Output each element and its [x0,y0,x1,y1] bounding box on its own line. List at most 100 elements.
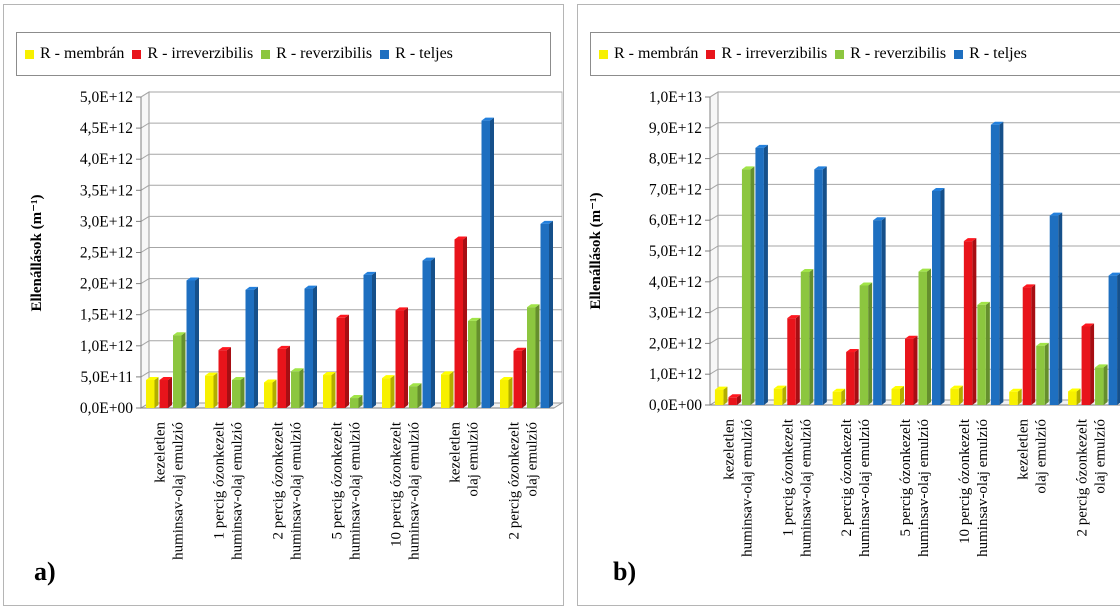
legend-label: R - irreverzibilis [721,45,828,62]
bar-side [1076,388,1081,405]
bar-front [527,307,536,408]
bar-membran [382,375,395,408]
bar-front [277,348,286,408]
bar-teljes [873,217,886,405]
legend-swatch-icon [954,49,964,59]
bar-side [286,345,290,408]
gridline [140,153,562,160]
bar-front [1095,367,1104,405]
bar-front [963,241,973,405]
x-category-label: 2 percig ózonkezelt huminsav-olaj emulzió [839,418,873,557]
bar-top [1095,364,1108,368]
bar-front [205,375,214,408]
bar-side [958,385,963,405]
bar-side [985,301,990,405]
y-tick-label: 0,0E+00 [80,400,133,417]
bar-membran [500,377,513,408]
bar-front [350,398,359,408]
y-tick-label: 5,0E+12 [649,243,702,260]
bar-front [728,397,737,405]
x-category-line: huminsav-olaj emulzió [407,422,423,560]
bar-irreverzibilis [395,307,408,408]
bar-top [513,347,526,351]
y-tick-label: 5,0E+11 [80,369,133,386]
bar-membran [950,385,963,405]
bar-reverzibilis [232,377,245,408]
bar-front [1049,215,1059,405]
y-tick-label: 0,0E+00 [649,397,702,414]
bar-top [1036,342,1049,346]
bar-teljes [1049,212,1063,405]
x-category-label: kezeletlen olaj emulzió [1016,419,1050,494]
bar-side [404,307,408,408]
bar-side [881,217,886,405]
chart-panel-a: R - membrán R - irreverzibilis R - reverzi… [3,4,564,606]
legend-item-membran: R - membrán [25,45,124,63]
legend-label: R - membrán [614,45,699,62]
bar-side [181,332,186,408]
bar-front [1068,391,1077,405]
x-category-line: kezeletlen [721,419,737,480]
bar-teljes [990,121,1004,405]
bar-irreverzibilis [454,236,467,408]
y-tick-label: 6,0E+12 [649,212,702,229]
bar-side [1017,388,1022,405]
x-category-line: 2 percig ózonkezelt [1075,418,1091,536]
bar-front [264,382,273,408]
bar-front [873,220,882,405]
x-category-label: 2 percig ózonkezelt huminsav-olaj emulzió [271,421,305,560]
bar-top [891,385,904,389]
bar-front [846,352,855,405]
panel-label: a) [34,557,56,586]
y-tick-label: 1,5E+12 [80,307,133,324]
bar-side [331,372,336,408]
bar-front [932,190,941,405]
y-axis-label: Ellenállások (m⁻¹) [588,192,604,309]
bar-front [186,280,195,408]
bar-reverzibilis [741,166,755,405]
x-category-line: huminsav-olaj emulzió [171,422,187,560]
bar-irreverzibilis [787,315,800,405]
x-category-line: kezeletlen [1016,419,1032,480]
x-category-line: 2 percig ózonkezelt [507,421,523,539]
x-category-line: huminsav-olaj emulzió [857,419,873,557]
y-tick-label: 3,0E+12 [649,305,702,322]
bar-front [990,124,1000,405]
bar-membran [773,385,787,405]
bar-teljes [755,144,768,405]
x-category-line: kezeletlen [448,422,464,483]
bar-top [773,385,787,389]
y-tick-label: 2,0E+12 [80,276,133,293]
bar-membran [205,372,218,408]
bar-front [363,274,372,408]
y-tick-label: 4,0E+12 [649,274,702,291]
bar-top [527,304,540,308]
bar-side [841,388,846,405]
y-tick-label: 2,5E+12 [80,245,133,262]
bar-side [782,385,787,405]
x-category-line: kezeletlen [153,422,169,483]
bar-side [940,187,945,405]
bar-side [431,257,435,408]
y-tick-label: 1,0E+12 [649,366,702,383]
bar-front [218,350,227,408]
bar-teljes [304,285,317,408]
bar-reverzibilis [527,304,540,408]
bar-front [146,380,155,408]
bar-front [755,147,764,405]
chart-panel-b: R - membrán R - irreverzibilis R - reverzi… [577,4,1120,606]
bar-side [345,314,349,408]
legend-swatch-icon [599,49,608,59]
x-category-label: 1 percig ózonkezelt huminsav-olaj emulzió [212,421,246,560]
bar-front [323,375,332,408]
bar-front [513,350,522,408]
gridline [140,91,562,98]
bar-teljes [422,257,435,408]
bar-teljes [540,220,553,408]
bar-top [728,394,741,398]
bar-top [950,385,963,389]
bar-side [809,268,814,405]
bar-side [508,377,513,408]
bar-side [822,166,827,405]
bar-irreverzibilis [1022,284,1036,405]
